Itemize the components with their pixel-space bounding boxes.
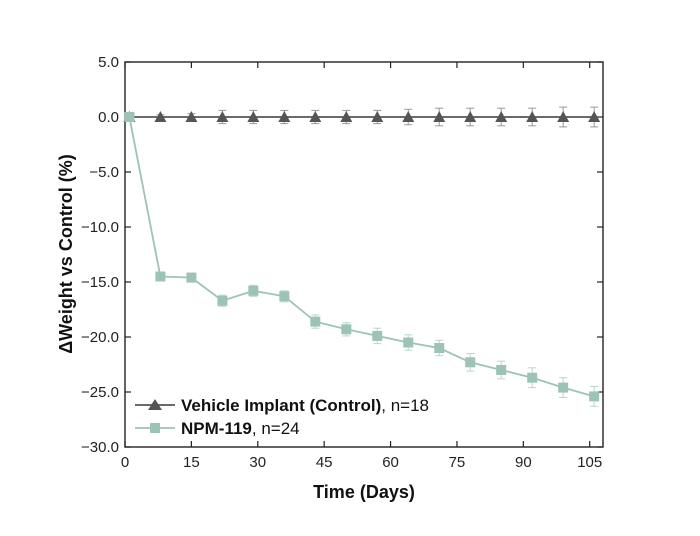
data-point-npm119 [279,291,290,302]
data-point-control [154,111,167,122]
legend-item-npm119: NPM-119, n=24 [135,419,300,438]
x-tick-label: 90 [515,454,532,471]
data-point-npm119 [434,343,445,353]
data-point-npm119 [124,112,135,122]
y-tick-label: −5.0 [89,164,119,181]
legend-marker-triangle-icon [148,399,162,410]
data-point-control [588,111,601,122]
x-tick-label: 30 [249,454,266,471]
x-tick-label: 75 [449,454,466,471]
y-axis-title-text: Weight vs Control (%) [56,154,76,341]
y-axis-delta: Δ [56,341,76,354]
data-point-npm119 [248,285,259,296]
legend-label-npm119-name: NPM-119 [181,419,252,438]
data-point-npm119 [186,272,197,283]
x-axis-title: Time (Days) [313,482,415,502]
legend-marker-square-icon [150,423,160,433]
data-point-npm119 [341,324,352,335]
legend-label-control: Vehicle Implant (Control), n=18 [181,396,429,415]
y-tick-label: −20.0 [81,329,119,346]
data-point-npm119 [527,372,538,383]
data-point-control [371,111,384,122]
data-point-npm119 [403,337,414,348]
data-point-npm119 [217,295,228,306]
y-tick-label: −25.0 [81,384,119,401]
data-point-control [340,111,353,122]
plot-frame [124,61,604,448]
y-tick-label: 5.0 [98,54,119,71]
legend-item-control: Vehicle Implant (Control), n=18 [135,396,429,415]
data-point-control [309,111,322,122]
data-point-control [185,111,198,122]
y-tick-label: −10.0 [81,219,119,236]
data-point-control [247,111,260,122]
x-tick-label: 105 [577,454,602,471]
legend-label-npm119: NPM-119, n=24 [181,419,300,438]
data-point-control [216,111,229,122]
y-axis-title: ΔWeight vs Control (%) [56,154,76,354]
data-point-npm119 [310,316,321,327]
data-point-npm119 [589,391,600,402]
legend: Vehicle Implant (Control), n=18 NPM-119,… [135,396,429,438]
x-tick-label: 60 [382,454,399,471]
data-point-control [526,111,539,122]
data-point-npm119 [496,365,507,375]
legend-label-control-name: Vehicle Implant (Control) [181,396,381,415]
x-tick-label: 0 [121,454,129,471]
legend-label-npm119-n: , n=24 [252,419,300,438]
x-tick-label: 45 [316,454,333,471]
y-tick-label: −15.0 [81,274,119,291]
data-point-npm119 [465,357,476,368]
data-point-control [278,111,291,122]
data-point-npm119 [558,382,569,393]
data-point-control [402,111,415,122]
series-line-npm119 [128,116,595,398]
y-tick-label: 0.0 [98,109,119,126]
data-point-control [495,111,508,122]
data-point-npm119 [372,330,383,341]
data-point-npm119 [155,271,166,282]
data-point-control [557,111,570,122]
x-tick-label: 15 [183,454,200,471]
data-point-control [433,111,446,122]
data-point-control [464,111,477,122]
y-tick-label: −30.0 [81,439,119,456]
legend-label-control-n: , n=18 [381,396,429,415]
